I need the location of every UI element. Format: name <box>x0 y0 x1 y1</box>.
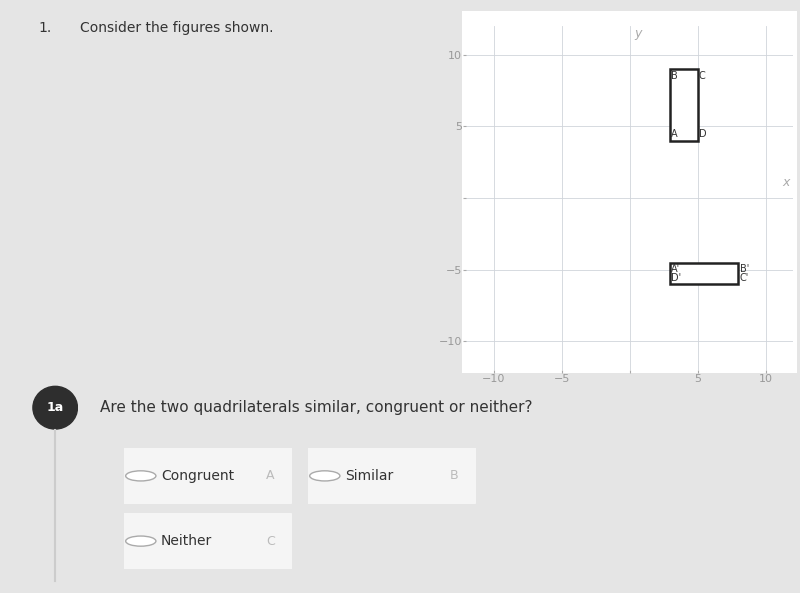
Text: Neither: Neither <box>161 534 212 548</box>
Text: 1.: 1. <box>38 21 52 35</box>
Text: D': D' <box>671 273 682 283</box>
Text: Consider the figures shown.: Consider the figures shown. <box>80 21 274 35</box>
Text: x: x <box>782 177 790 190</box>
Circle shape <box>126 471 156 481</box>
Text: A: A <box>671 129 678 139</box>
Text: A: A <box>266 470 274 482</box>
Bar <box>670 263 738 284</box>
Text: C': C' <box>740 273 749 283</box>
Circle shape <box>33 387 78 429</box>
Text: y: y <box>634 27 642 40</box>
Text: Similar: Similar <box>345 469 394 483</box>
Text: Are the two quadrilaterals similar, congruent or neither?: Are the two quadrilaterals similar, cong… <box>100 400 533 416</box>
Text: B: B <box>450 470 458 482</box>
FancyBboxPatch shape <box>115 512 298 570</box>
Bar <box>670 69 698 141</box>
Text: C: C <box>699 71 706 81</box>
Circle shape <box>310 471 340 481</box>
Text: B: B <box>671 71 678 81</box>
Text: C: C <box>266 535 274 547</box>
Text: A': A' <box>671 264 680 274</box>
Text: B': B' <box>740 264 749 274</box>
Circle shape <box>126 536 156 546</box>
FancyBboxPatch shape <box>456 4 800 380</box>
Text: Congruent: Congruent <box>161 469 234 483</box>
Text: D: D <box>699 129 706 139</box>
FancyBboxPatch shape <box>115 447 298 505</box>
Text: 1a: 1a <box>46 401 64 414</box>
FancyBboxPatch shape <box>300 447 482 505</box>
